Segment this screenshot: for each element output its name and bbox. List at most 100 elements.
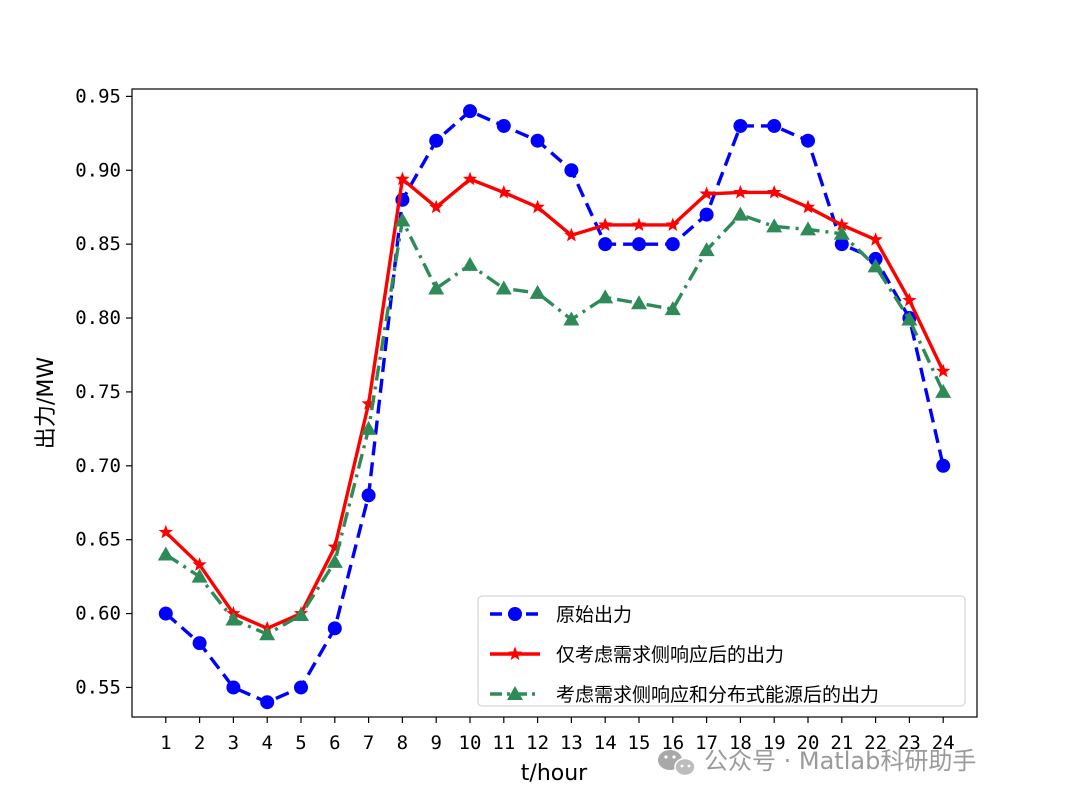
- x-tick-label: 13: [560, 732, 583, 754]
- data-point: [226, 680, 241, 695]
- x-tick-label: 24: [932, 732, 955, 754]
- data-point: [496, 118, 511, 133]
- data-point: [361, 488, 376, 503]
- y-tick-label: 0.70: [75, 455, 121, 477]
- x-tick-label: 8: [397, 732, 408, 754]
- y-axis-title: 出力/MW: [34, 357, 59, 449]
- data-point: [259, 626, 276, 641]
- data-point: [192, 557, 207, 571]
- legend-marker: [507, 646, 523, 661]
- data-point: [462, 256, 478, 271]
- data-point: [157, 546, 174, 561]
- data-point: [327, 621, 342, 636]
- data-point: [800, 199, 816, 214]
- x-axis-ticks: 1 2 3 4 5 6 7 8 9 10 11 12 13 14 15 16 17 18 19 20 21 22 23 24: [160, 717, 955, 754]
- x-tick-label: 22: [864, 732, 887, 754]
- data-point: [293, 607, 309, 622]
- data-point: [530, 199, 545, 214]
- data-point: [326, 553, 343, 568]
- data-point: [294, 680, 308, 695]
- data-point: [360, 420, 377, 435]
- data-point: [936, 363, 951, 378]
- data-point: [429, 133, 444, 148]
- x-tick-label: 17: [695, 732, 718, 754]
- legend-entry: 考虑需求侧响应和分布式能源后的出力: [490, 684, 879, 706]
- x-tick-label: 12: [526, 732, 549, 754]
- data-point: [428, 280, 445, 295]
- legend-entry: 原始出力: [490, 604, 632, 626]
- y-tick-label: 0.95: [75, 85, 121, 107]
- y-tick-label: 0.85: [75, 233, 121, 255]
- wechat-icon: [658, 750, 696, 777]
- data-point: [598, 237, 613, 252]
- legend-label: 原始出力: [556, 604, 632, 626]
- legend-label: 仅考虑需求侧响应后的出力: [556, 644, 784, 666]
- data-point: [935, 383, 952, 398]
- x-tick-label: 16: [661, 732, 684, 754]
- data-point: [767, 184, 782, 199]
- x-tick-label: 1: [160, 732, 171, 754]
- data-point: [800, 221, 816, 236]
- data-point: [597, 289, 614, 304]
- data-point: [936, 458, 951, 473]
- data-point: [327, 539, 342, 554]
- data-point: [833, 225, 850, 240]
- data-point: [529, 284, 546, 299]
- legend-label: 考虑需求侧响应和分布式能源后的出力: [556, 684, 879, 706]
- data-point: [564, 163, 579, 178]
- data-point: [463, 104, 477, 119]
- x-axis-title: t/hour: [521, 761, 588, 786]
- y-tick-label: 0.80: [75, 307, 121, 329]
- x-tick-label: 23: [898, 732, 921, 754]
- x-tick-label: 9: [430, 732, 441, 754]
- series-line: [164, 177, 945, 631]
- y-axis-ticks: 0.55 0.60 0.65 0.70 0.75 0.80 0.85 0.90 0.95: [75, 85, 132, 698]
- data-point: [361, 396, 376, 410]
- data-point: [665, 237, 680, 252]
- data-point: [158, 524, 173, 539]
- y-tick-label: 0.65: [75, 529, 121, 551]
- data-point: [495, 280, 512, 295]
- y-tick-label: 0.75: [75, 381, 121, 403]
- series-layer: [157, 104, 952, 710]
- x-tick-label: 20: [797, 732, 820, 754]
- x-tick-label: 21: [830, 732, 853, 754]
- data-point: [733, 118, 748, 133]
- y-tick-label: 0.55: [75, 676, 121, 698]
- data-point: [766, 218, 783, 233]
- x-tick-label: 15: [628, 732, 651, 754]
- data-point: [698, 242, 715, 257]
- data-point: [530, 133, 545, 148]
- data-point: [732, 206, 749, 221]
- x-tick-label: 2: [194, 732, 205, 754]
- data-point: [834, 217, 849, 232]
- data-point: [462, 171, 478, 186]
- data-point: [563, 311, 580, 326]
- watermark-text: 公众号 · Matlab科研助手: [704, 747, 976, 775]
- x-tick-label: 14: [594, 732, 617, 754]
- data-point: [429, 199, 444, 214]
- x-tick-label: 10: [459, 732, 482, 754]
- data-point: [665, 217, 680, 232]
- x-tick-label: 4: [261, 732, 272, 754]
- data-point: [699, 186, 714, 200]
- data-point: [733, 184, 748, 199]
- data-point: [834, 237, 849, 252]
- x-tick-label: 7: [363, 732, 374, 754]
- series-3: [157, 206, 952, 641]
- data-point: [631, 217, 647, 232]
- data-point: [260, 695, 275, 710]
- x-tick-label: 11: [492, 732, 515, 754]
- data-point: [867, 258, 884, 273]
- x-tick-label: 5: [295, 732, 306, 754]
- legend-marker: [507, 686, 523, 700]
- y-tick-label: 0.90: [75, 159, 121, 181]
- data-point: [767, 118, 782, 133]
- data-point: [225, 611, 242, 626]
- x-tick-label: 6: [329, 732, 340, 754]
- data-point: [192, 636, 207, 651]
- legend-marker: [508, 607, 522, 621]
- legend-box: [477, 595, 966, 707]
